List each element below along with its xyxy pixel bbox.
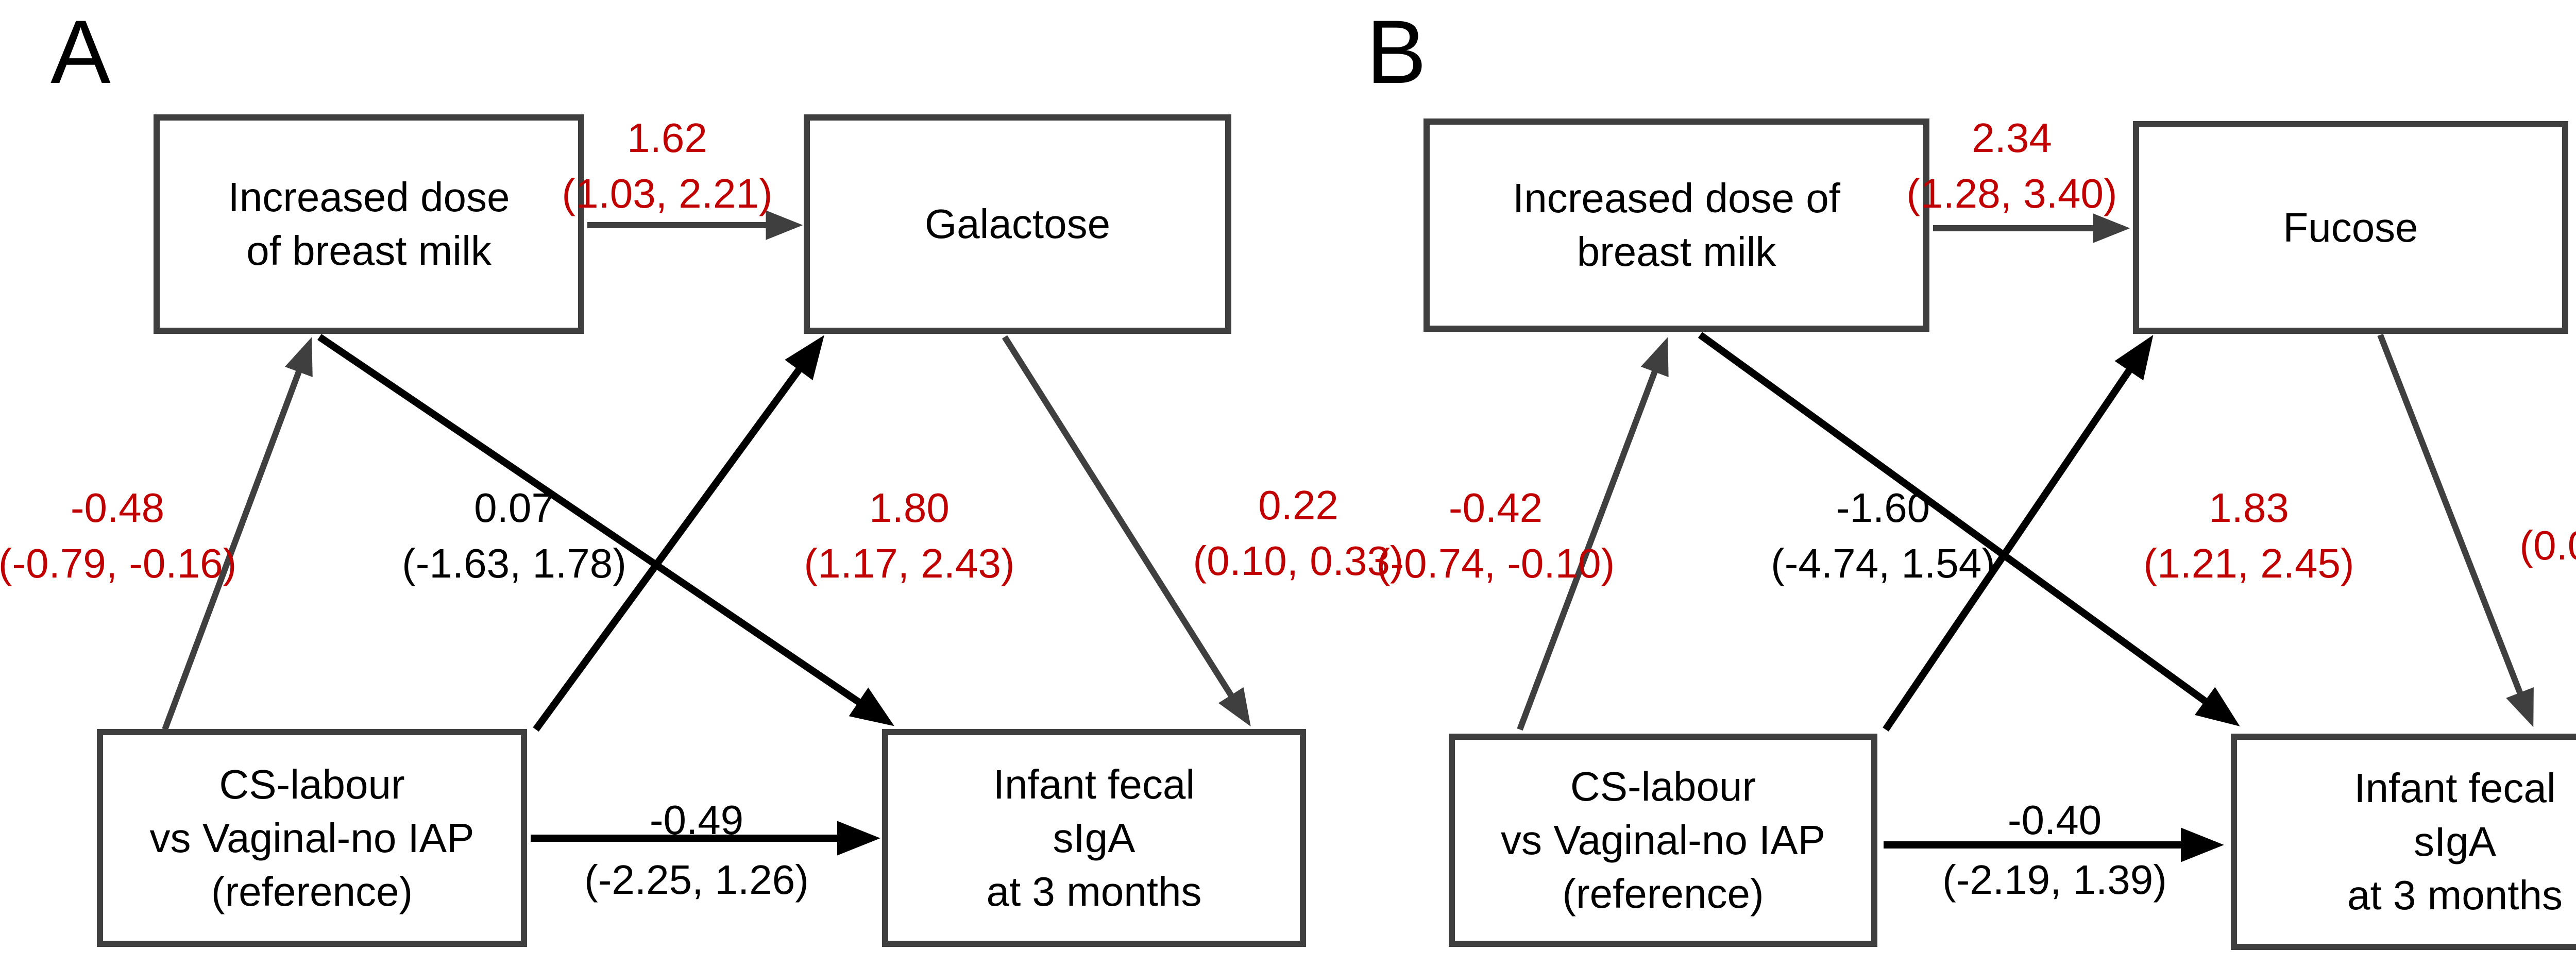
arrow-a-mediator1-to-outcome bbox=[317, 334, 894, 726]
node-a-galactose-label: Galactose bbox=[924, 201, 1111, 247]
node-b-outcome: Infant fecal sIgA at 3 months bbox=[2231, 734, 2576, 950]
confidence-interval: (-4.74, 1.54) bbox=[1771, 540, 1995, 586]
estimate: 1.80 bbox=[869, 485, 950, 531]
confidence-interval: (-0.74, -0.10) bbox=[1376, 540, 1615, 586]
path-label-b-mediator1-to-outcome: 1.83 (1.21, 2.45) bbox=[2143, 480, 2354, 591]
estimate: 1.62 bbox=[627, 115, 707, 161]
path-label-a-exposure-to-mediator2: 0.07 (-1.63, 1.78) bbox=[402, 480, 626, 591]
path-label-b-exposure-to-outcome: -0.40 (-2.19, 1.39) bbox=[1942, 790, 2167, 910]
node-b-fucose: Fucose bbox=[2133, 121, 2568, 334]
estimate: 0.07 bbox=[474, 485, 554, 531]
panel-b-letter: B bbox=[1366, 2, 1427, 103]
panel-a-letter: A bbox=[50, 2, 111, 103]
arrow-a-mediator2-to-outcome bbox=[1002, 335, 1251, 727]
confidence-interval: (1.28, 3.40) bbox=[1906, 171, 2117, 216]
path-label-b-mediator2-to-outcome: 0.13 (0.07, 0.20) bbox=[2519, 462, 2576, 573]
confidence-interval: (-2.19, 1.39) bbox=[1942, 857, 2167, 903]
estimate: -0.48 bbox=[70, 485, 165, 531]
node-a-exposure: CS-labour vs Vaginal-no IAP (reference) bbox=[97, 729, 527, 947]
estimate: 0.13 bbox=[2519, 462, 2576, 518]
node-a-outcome: Infant fecal sIgA at 3 months bbox=[882, 729, 1306, 947]
path-label-a-mediator1-to-mediator2: 1.62 (1.03, 2.21) bbox=[562, 110, 772, 222]
node-a-galactose: Galactose bbox=[804, 114, 1231, 334]
estimate: -0.49 bbox=[649, 797, 744, 843]
arrow-b-exposure-to-mediator2 bbox=[1883, 335, 2154, 732]
node-a-breast-milk: Increased dose of breast milk bbox=[154, 114, 584, 334]
node-a-exposure-label: CS-labour vs Vaginal-no IAP (reference) bbox=[149, 761, 474, 914]
node-b-outcome-label: Infant fecal sIgA at 3 months bbox=[2347, 765, 2563, 918]
arrow-a-exposure-to-mediator2 bbox=[533, 335, 824, 732]
estimate: 0.22 bbox=[1258, 482, 1338, 528]
confidence-interval: (-0.79, -0.16) bbox=[0, 540, 237, 586]
path-label-b-exposure-to-mediator2: -1.60 (-4.74, 1.54) bbox=[1771, 480, 1995, 591]
confidence-interval: (0.07, 0.20) bbox=[2519, 522, 2576, 568]
node-b-breast-milk: Increased dose of breast milk bbox=[1423, 118, 1929, 332]
confidence-interval: (-1.63, 1.78) bbox=[402, 540, 626, 586]
path-label-a-mediator1-to-outcome: 1.80 (1.17, 2.43) bbox=[804, 480, 1014, 591]
path-label-a-mediator2-to-outcome: 0.22 (0.10, 0.33) bbox=[1193, 478, 1403, 589]
path-label-a-exposure-to-mediator1: -0.48 (-0.79, -0.16) bbox=[0, 480, 236, 591]
estimate: 2.34 bbox=[1972, 115, 2052, 161]
path-label-b-mediator1-to-mediator2: 2.34 (1.28, 3.40) bbox=[1906, 110, 2117, 222]
node-a-outcome-label: Infant fecal sIgA at 3 months bbox=[986, 761, 1202, 914]
node-b-breast-milk-label: Increased dose of breast milk bbox=[1513, 175, 1840, 275]
confidence-interval: (1.21, 2.45) bbox=[2143, 540, 2354, 586]
arrow-b-exposure-to-mediator1 bbox=[1517, 337, 1669, 731]
estimate: -0.40 bbox=[2007, 797, 2102, 843]
confidence-interval: (1.03, 2.21) bbox=[562, 171, 773, 216]
node-b-fucose-label: Fucose bbox=[2283, 204, 2418, 250]
node-b-exposure-label: CS-labour vs Vaginal-no IAP (reference) bbox=[1501, 764, 1825, 917]
estimate: 1.83 bbox=[2209, 485, 2289, 531]
confidence-interval: (-2.25, 1.26) bbox=[584, 857, 809, 903]
estimate: -0.42 bbox=[1448, 485, 1543, 531]
arrow-b-mediator1-to-outcome bbox=[1698, 332, 2240, 726]
path-label-a-exposure-to-outcome: -0.49 (-2.25, 1.26) bbox=[584, 790, 809, 910]
estimate: -1.60 bbox=[1836, 485, 1930, 531]
confidence-interval: (1.17, 2.43) bbox=[804, 540, 1015, 586]
node-a-breast-milk-label: Increased dose of breast milk bbox=[228, 174, 510, 274]
node-b-exposure: CS-labour vs Vaginal-no IAP (reference) bbox=[1449, 734, 1877, 947]
path-label-b-exposure-to-mediator1: -0.42 (-0.74, -0.10) bbox=[1377, 480, 1615, 591]
arrow-b-mediator2-to-outcome bbox=[2377, 333, 2534, 727]
arrow-a-exposure-to-mediator1 bbox=[162, 337, 313, 731]
confidence-interval: (0.10, 0.33) bbox=[1193, 538, 1404, 584]
